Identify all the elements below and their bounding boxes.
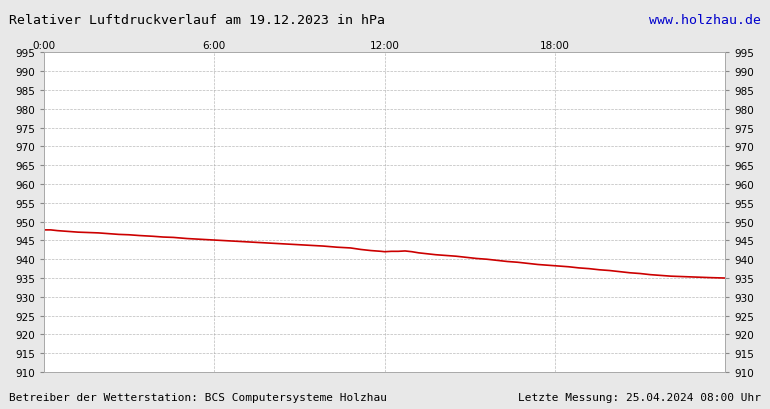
Text: Relativer Luftdruckverlauf am 19.12.2023 in hPa: Relativer Luftdruckverlauf am 19.12.2023… (9, 14, 385, 27)
Text: Letzte Messung: 25.04.2024 08:00 Uhr: Letzte Messung: 25.04.2024 08:00 Uhr (517, 392, 761, 402)
Text: Betreiber der Wetterstation: BCS Computersysteme Holzhau: Betreiber der Wetterstation: BCS Compute… (9, 392, 387, 402)
Text: www.holzhau.de: www.holzhau.de (649, 14, 761, 27)
